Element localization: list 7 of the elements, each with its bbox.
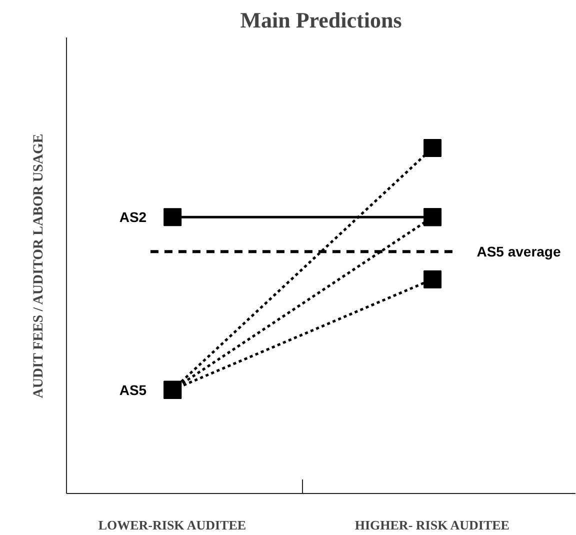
chart-title: Main Predictions xyxy=(240,8,402,32)
annotation: AS2 xyxy=(119,209,147,226)
ref-line-label: AS5 average xyxy=(476,244,561,260)
y-axis-title: AUDIT FEES / AUDITOR LABOR USAGE xyxy=(32,134,46,398)
x-tick-label: HIGHER- RISK AUDITEE xyxy=(354,518,510,532)
x-tick-label: LOWER-RISK AUDITEE xyxy=(98,518,246,532)
annotation: AS5 xyxy=(119,382,147,398)
